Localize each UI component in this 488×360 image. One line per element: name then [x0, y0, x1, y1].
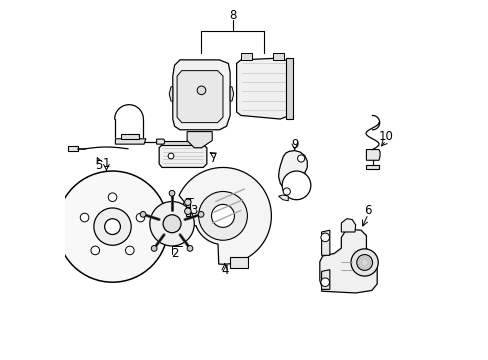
Circle shape [320, 233, 329, 242]
Text: 3: 3 [190, 204, 198, 217]
Polygon shape [185, 198, 189, 207]
Circle shape [108, 193, 117, 202]
Polygon shape [187, 132, 212, 148]
Circle shape [140, 211, 145, 217]
Circle shape [187, 246, 192, 251]
Polygon shape [169, 87, 172, 101]
Polygon shape [278, 150, 309, 198]
Circle shape [197, 86, 205, 95]
Polygon shape [366, 149, 379, 160]
Polygon shape [366, 165, 378, 169]
Text: 6: 6 [364, 204, 371, 217]
Circle shape [80, 213, 89, 222]
Polygon shape [156, 139, 164, 144]
Text: 7: 7 [210, 152, 217, 165]
Circle shape [320, 278, 329, 287]
Polygon shape [319, 229, 376, 293]
Circle shape [163, 215, 181, 233]
Circle shape [104, 219, 120, 234]
Polygon shape [341, 219, 355, 232]
Circle shape [350, 249, 378, 276]
Text: 2: 2 [170, 247, 178, 260]
Polygon shape [321, 230, 329, 255]
Polygon shape [121, 134, 139, 139]
Polygon shape [185, 207, 189, 216]
Circle shape [149, 202, 194, 246]
Polygon shape [115, 139, 145, 144]
Circle shape [198, 211, 203, 217]
Text: 9: 9 [290, 138, 298, 150]
Polygon shape [159, 145, 206, 167]
Polygon shape [230, 87, 233, 101]
Polygon shape [161, 140, 204, 145]
Text: 4: 4 [221, 264, 228, 277]
Circle shape [57, 171, 168, 282]
Circle shape [184, 208, 191, 215]
Polygon shape [177, 71, 223, 123]
Circle shape [283, 188, 290, 195]
Circle shape [168, 153, 174, 159]
Circle shape [94, 208, 131, 245]
Polygon shape [285, 58, 292, 119]
Circle shape [282, 171, 310, 200]
Text: 10: 10 [378, 130, 393, 144]
Circle shape [356, 255, 372, 270]
Polygon shape [230, 257, 247, 268]
Polygon shape [241, 53, 251, 60]
Text: 5: 5 [95, 159, 103, 172]
Circle shape [91, 246, 100, 255]
Polygon shape [172, 60, 230, 130]
Circle shape [125, 246, 134, 255]
Polygon shape [321, 270, 329, 289]
Polygon shape [179, 167, 271, 264]
Circle shape [184, 199, 191, 206]
Circle shape [198, 192, 247, 240]
Text: 8: 8 [229, 9, 236, 22]
Polygon shape [273, 53, 284, 60]
Polygon shape [68, 146, 78, 151]
Polygon shape [278, 195, 287, 201]
Circle shape [151, 246, 157, 251]
Text: 1: 1 [102, 157, 110, 170]
Circle shape [211, 204, 234, 227]
Circle shape [297, 155, 304, 162]
Circle shape [136, 213, 144, 222]
Polygon shape [236, 58, 290, 119]
Circle shape [169, 190, 175, 196]
